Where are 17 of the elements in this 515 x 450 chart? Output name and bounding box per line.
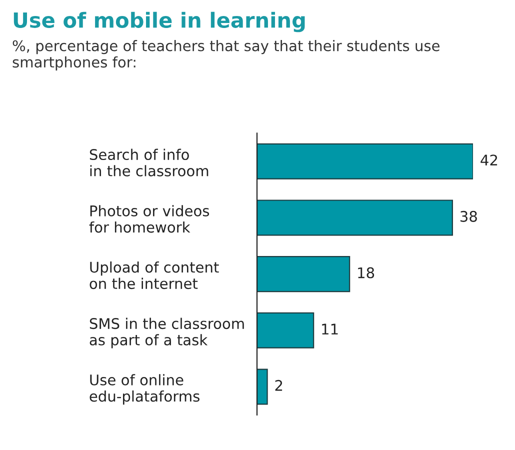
data-label: 11 <box>322 324 338 334</box>
bar <box>257 312 314 348</box>
data-label: 38 <box>460 210 477 222</box>
y-tick-label: SMS in the classroom as part of a task <box>90 318 244 348</box>
bar <box>257 200 453 236</box>
bar <box>257 368 268 405</box>
bar <box>257 256 350 292</box>
data-label: 18 <box>358 267 374 278</box>
y-tick-label: Search of info in the classroom <box>90 148 208 176</box>
y-tick-label: Upload of content on the internet <box>90 261 219 290</box>
chart-title: Use of mobile in learning <box>14 12 305 32</box>
chart-subtitle: %, percentage of teachers that say that their students use smartphones for: <box>12 40 440 70</box>
data-label: 2 <box>275 380 282 391</box>
y-tick-label: Use of online edu-plataforms <box>90 374 200 405</box>
bar <box>257 143 473 180</box>
y-tick-label: Photos or videos for homework <box>89 205 210 233</box>
data-label: 42 <box>480 154 498 166</box>
